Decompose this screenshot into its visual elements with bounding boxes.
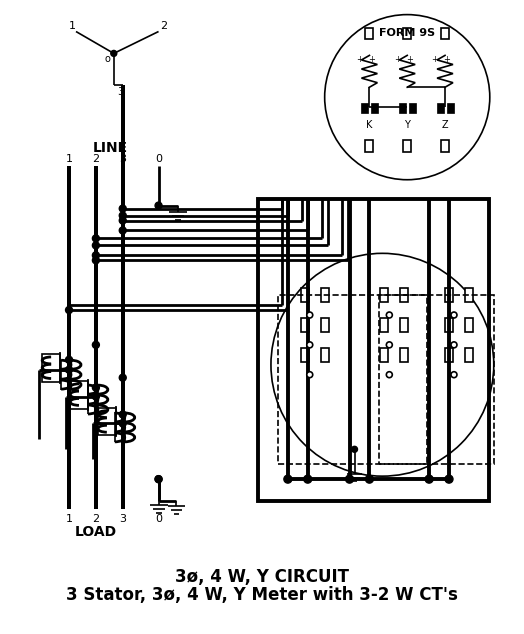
Circle shape: [66, 307, 72, 314]
Bar: [321, 288, 329, 302]
Circle shape: [451, 342, 457, 348]
Text: Y: Y: [405, 120, 410, 130]
Bar: [445, 318, 453, 332]
Bar: [380, 348, 388, 362]
Circle shape: [304, 475, 312, 483]
Bar: [441, 140, 449, 152]
Bar: [465, 348, 473, 362]
Text: FORM 9S: FORM 9S: [379, 27, 435, 37]
Circle shape: [386, 312, 392, 318]
Text: 3: 3: [119, 514, 126, 524]
Bar: [301, 288, 309, 302]
Bar: [301, 318, 309, 332]
Circle shape: [111, 51, 117, 56]
Bar: [399, 103, 406, 113]
Circle shape: [284, 475, 292, 483]
Text: 1: 1: [66, 154, 72, 164]
Circle shape: [119, 217, 126, 224]
Text: +: +: [444, 55, 451, 64]
Circle shape: [92, 235, 100, 242]
Circle shape: [445, 475, 453, 483]
Text: 3: 3: [117, 87, 124, 97]
Circle shape: [119, 212, 126, 219]
Circle shape: [92, 341, 100, 348]
Text: +: +: [406, 55, 413, 64]
Bar: [278, 295, 427, 464]
Circle shape: [92, 393, 100, 400]
Bar: [441, 27, 449, 39]
Bar: [465, 318, 473, 332]
Circle shape: [92, 384, 100, 391]
Text: LOAD: LOAD: [75, 525, 117, 539]
Text: +: +: [368, 55, 375, 64]
Bar: [365, 27, 374, 39]
Bar: [321, 318, 329, 332]
Bar: [380, 288, 388, 302]
Bar: [301, 348, 309, 362]
Bar: [403, 140, 411, 152]
Circle shape: [92, 242, 100, 249]
Bar: [372, 103, 378, 113]
Circle shape: [119, 374, 126, 381]
Text: 1: 1: [69, 20, 75, 30]
Circle shape: [307, 372, 313, 378]
Circle shape: [425, 475, 433, 483]
Text: 2: 2: [92, 154, 100, 164]
Bar: [400, 348, 408, 362]
Text: o: o: [105, 55, 111, 65]
Bar: [409, 103, 416, 113]
Bar: [42, 354, 60, 382]
Circle shape: [352, 446, 357, 452]
Circle shape: [345, 475, 354, 483]
Bar: [98, 408, 116, 436]
Text: +: +: [356, 55, 363, 64]
Bar: [258, 198, 489, 501]
Bar: [400, 288, 408, 302]
Circle shape: [92, 257, 100, 264]
Text: Z: Z: [442, 120, 449, 130]
Circle shape: [119, 420, 126, 427]
Circle shape: [66, 366, 72, 373]
Circle shape: [119, 411, 126, 418]
Text: 1: 1: [66, 514, 72, 524]
Bar: [445, 288, 453, 302]
Circle shape: [307, 312, 313, 318]
Text: 3 Stator, 3ø, 4 W, Y Meter with 3-2 W CT's: 3 Stator, 3ø, 4 W, Y Meter with 3-2 W CT…: [66, 586, 458, 604]
Text: 3: 3: [119, 154, 126, 164]
Circle shape: [119, 205, 126, 212]
Circle shape: [451, 372, 457, 378]
Text: K: K: [366, 120, 373, 130]
Text: 2: 2: [92, 514, 100, 524]
Text: +: +: [394, 55, 401, 64]
Bar: [445, 348, 453, 362]
Circle shape: [66, 356, 72, 363]
Text: 2: 2: [160, 20, 167, 30]
Bar: [400, 318, 408, 332]
Text: 3ø, 4 W, Y CIRCUIT: 3ø, 4 W, Y CIRCUIT: [175, 567, 349, 586]
Text: +: +: [432, 55, 439, 64]
Circle shape: [386, 372, 392, 378]
Circle shape: [92, 252, 100, 259]
Bar: [403, 27, 411, 39]
Bar: [70, 380, 88, 408]
Text: 0: 0: [155, 514, 162, 524]
Circle shape: [119, 227, 126, 234]
Circle shape: [155, 476, 162, 482]
Circle shape: [307, 342, 313, 348]
Circle shape: [155, 202, 162, 209]
Text: 0: 0: [155, 154, 162, 164]
Bar: [365, 140, 374, 152]
Circle shape: [386, 342, 392, 348]
Bar: [437, 103, 444, 113]
Bar: [465, 288, 473, 302]
Circle shape: [155, 476, 162, 482]
Circle shape: [365, 475, 374, 483]
Text: LINE: LINE: [93, 141, 128, 155]
Bar: [380, 318, 388, 332]
Bar: [362, 103, 368, 113]
Bar: [379, 295, 494, 464]
Bar: [447, 103, 454, 113]
Circle shape: [451, 312, 457, 318]
Bar: [321, 348, 329, 362]
